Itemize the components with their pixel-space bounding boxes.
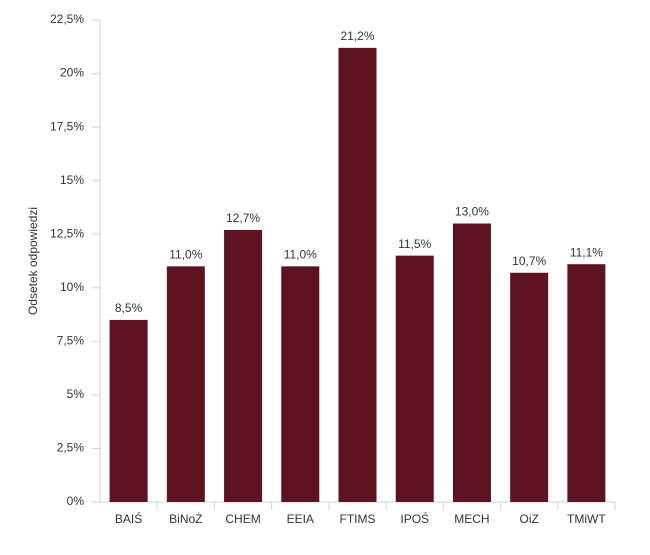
y-tick-label: 0% xyxy=(67,494,85,508)
value-label: 11,0% xyxy=(169,248,202,262)
x-tick-label: OiZ xyxy=(519,512,538,526)
x-tick-label: IPOŚ xyxy=(400,511,429,526)
bar xyxy=(395,255,434,502)
y-tick-label: 15% xyxy=(60,173,84,187)
value-label: 10,7% xyxy=(512,254,546,268)
value-label: 8,5% xyxy=(115,301,143,315)
x-tick-label: BAIŚ xyxy=(115,511,142,526)
value-label: 13,0% xyxy=(455,205,489,219)
value-label: 11,0% xyxy=(284,248,317,262)
x-tick-label: BiNoŻ xyxy=(169,512,202,526)
y-axis-label: Odsetek odpowiedzi xyxy=(26,207,40,315)
value-label: 12,7% xyxy=(226,211,260,225)
y-tick-label: 17,5% xyxy=(50,119,84,133)
x-tick-label: FTIMS xyxy=(340,512,376,526)
bar xyxy=(338,47,377,503)
y-tick-label: 7,5% xyxy=(57,334,85,348)
bar xyxy=(166,266,205,502)
y-tick-label: 22,5% xyxy=(50,12,84,26)
bar xyxy=(452,223,491,502)
bar xyxy=(510,272,549,502)
x-tick-label: CHEM xyxy=(225,512,260,526)
x-tick-label: MECH xyxy=(454,512,489,526)
bar xyxy=(281,266,320,502)
y-tick-label: 2,5% xyxy=(57,441,85,455)
x-tick-label: TMiWT xyxy=(567,512,606,526)
y-tick-label: 12,5% xyxy=(50,226,84,240)
y-tick-label: 20% xyxy=(60,66,84,80)
x-tick-label: EEIA xyxy=(287,512,314,526)
bar xyxy=(109,319,148,502)
bar xyxy=(224,229,263,502)
bar xyxy=(567,264,606,502)
value-label: 11,1% xyxy=(570,245,603,259)
value-label: 11,5% xyxy=(398,237,431,251)
y-tick-label: 5% xyxy=(67,387,85,401)
value-label: 21,2% xyxy=(340,29,374,43)
y-tick-label: 10% xyxy=(60,280,84,294)
